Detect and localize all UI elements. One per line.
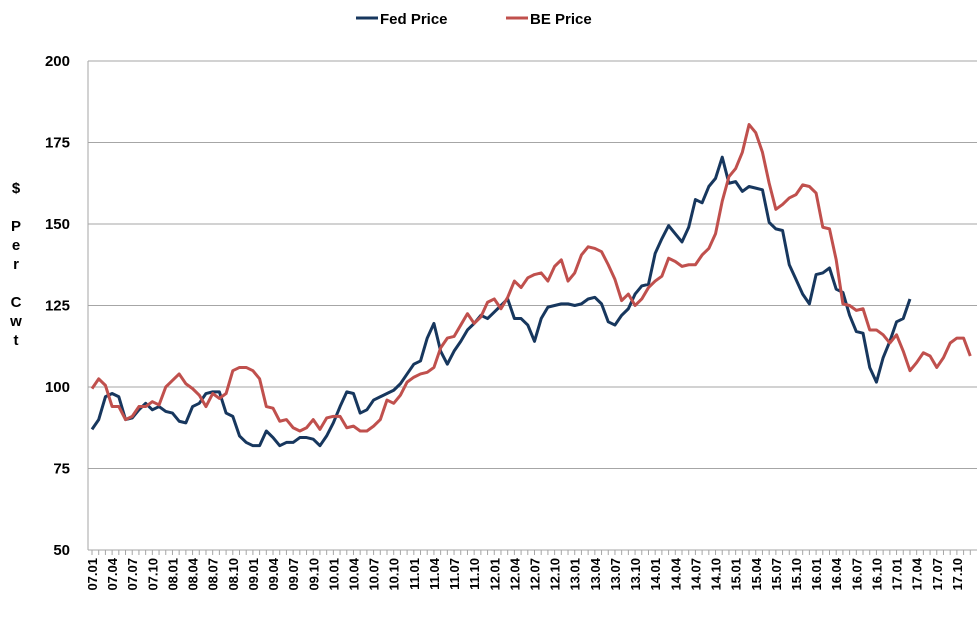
x-tick-label: 11.04 bbox=[427, 557, 442, 590]
x-tick-label: 15.10 bbox=[789, 558, 804, 591]
x-tick-label: 10.04 bbox=[346, 557, 361, 590]
x-tick-label: 17.01 bbox=[890, 558, 905, 591]
x-tick-label: 17.07 bbox=[930, 558, 945, 591]
y-tick-label: 200 bbox=[45, 53, 70, 70]
series-line bbox=[90, 155, 912, 448]
x-tick-label: 17.04 bbox=[910, 557, 925, 590]
x-tick-label: 14.07 bbox=[688, 558, 703, 591]
x-tick-label: 13.01 bbox=[568, 558, 583, 591]
x-tick-label: 14.10 bbox=[709, 558, 724, 591]
legend-label: Fed Price bbox=[380, 11, 448, 28]
x-tick-label: 12.07 bbox=[528, 558, 543, 591]
y-tick-label: 125 bbox=[45, 298, 70, 315]
x-tick-label: 12.10 bbox=[548, 558, 563, 591]
x-tick-label: 08.07 bbox=[206, 558, 221, 591]
x-tick-label: 10.10 bbox=[387, 558, 402, 591]
x-tick-label: 07.10 bbox=[145, 558, 160, 591]
x-tick-label: 09.10 bbox=[306, 558, 321, 591]
x-tick-label: 12.04 bbox=[507, 557, 522, 590]
x-tick-label: 11.10 bbox=[467, 558, 482, 590]
series-line bbox=[90, 123, 972, 433]
x-tick-label: 08.10 bbox=[226, 558, 241, 591]
x-tick-label: 16.01 bbox=[809, 558, 824, 591]
x-tick-label: 07.07 bbox=[125, 558, 140, 591]
x-tick-label: 14.04 bbox=[668, 557, 683, 590]
y-tick-label: 50 bbox=[53, 542, 70, 559]
x-tick-label: 13.04 bbox=[588, 557, 603, 590]
legend-label: BE Price bbox=[530, 11, 592, 28]
x-tick-label: 12.01 bbox=[487, 558, 502, 591]
x-tick-label: 09.04 bbox=[266, 557, 281, 590]
x-tick-label: 09.07 bbox=[286, 558, 301, 591]
x-tick-label: 11.07 bbox=[447, 558, 462, 590]
x-tick-label: 07.04 bbox=[105, 557, 120, 590]
x-tick-label: 15.07 bbox=[769, 558, 784, 591]
x-tick-label: 07.01 bbox=[85, 558, 100, 591]
x-tick-label: 15.04 bbox=[749, 557, 764, 590]
x-tick-label: 13.07 bbox=[608, 558, 623, 591]
x-tick-label: 10.07 bbox=[367, 558, 382, 591]
x-tick-label: 08.01 bbox=[165, 558, 180, 591]
x-tick-label: 13.10 bbox=[628, 558, 643, 591]
x-tick-label: 16.10 bbox=[869, 558, 884, 591]
x-tick-label: 16.04 bbox=[829, 557, 844, 590]
x-tick-label: 17.10 bbox=[950, 558, 965, 591]
x-tick-label: 08.04 bbox=[186, 557, 201, 590]
x-tick-label: 09.01 bbox=[246, 558, 261, 591]
y-tick-label: 175 bbox=[45, 135, 70, 152]
x-tick-label: 15.01 bbox=[729, 558, 744, 591]
x-tick-label: 11.01 bbox=[407, 558, 422, 590]
y-tick-label: 75 bbox=[53, 461, 70, 478]
y-tick-label: 150 bbox=[45, 216, 70, 233]
x-tick-label: 10.01 bbox=[326, 558, 341, 591]
x-tick-label: 16.07 bbox=[849, 558, 864, 591]
x-tick-label: 14.01 bbox=[648, 558, 663, 591]
y-axis-label: $ Per Cwt bbox=[8, 180, 25, 351]
y-tick-label: 100 bbox=[45, 379, 70, 396]
